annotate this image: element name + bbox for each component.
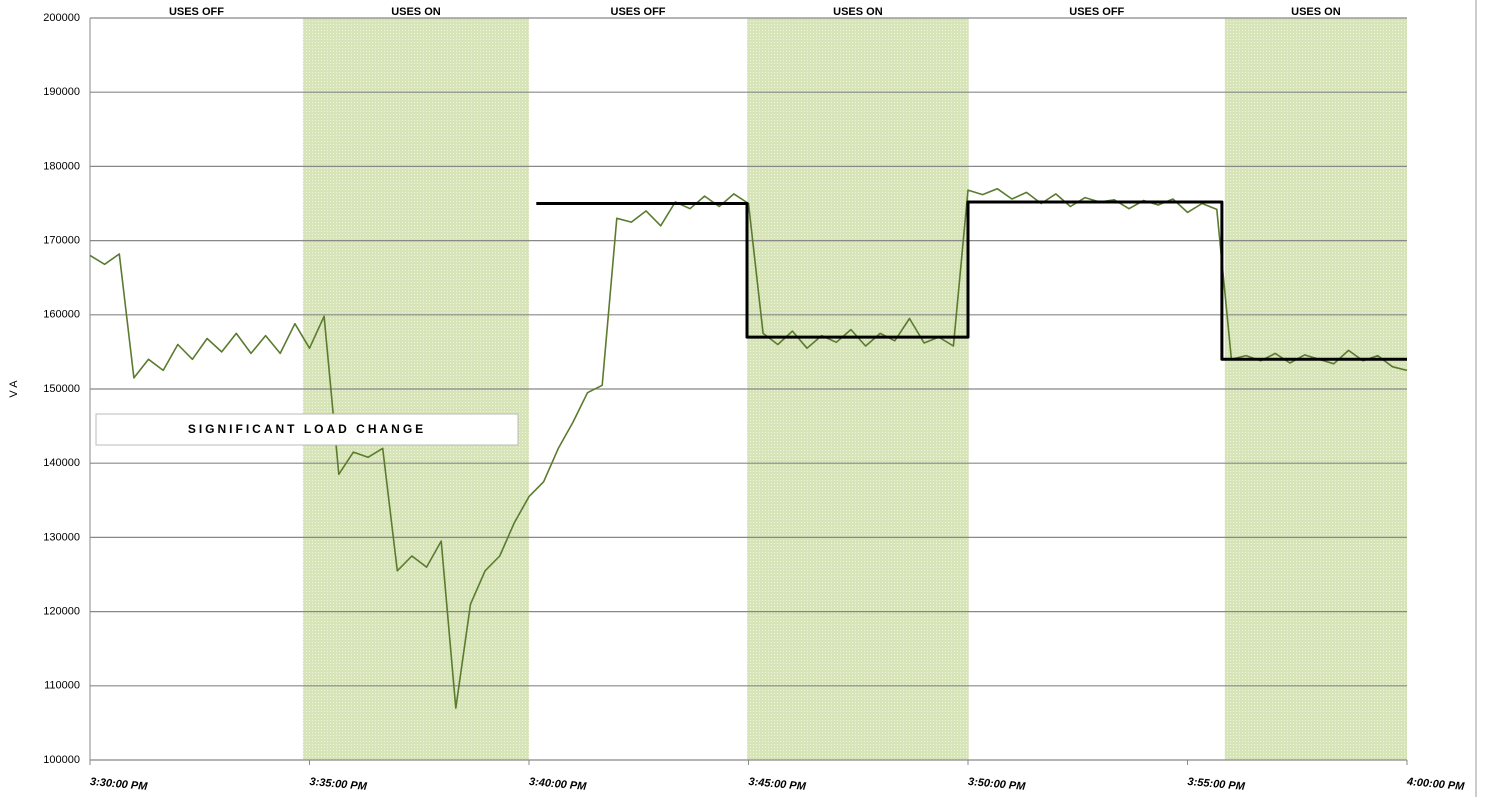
x-tick-label: 3:30:00 PM — [89, 776, 148, 793]
x-tick-label: 3:50:00 PM — [967, 776, 1026, 793]
phase-label: USES OFF — [1069, 6, 1124, 18]
y-tick-label: 120000 — [43, 606, 80, 618]
y-tick-label: 180000 — [43, 160, 80, 172]
y-tick-label: 110000 — [44, 680, 80, 692]
y-tick-label: 150000 — [43, 383, 80, 395]
x-tick-label: 3:40:00 PM — [528, 776, 587, 793]
y-tick-label: 160000 — [43, 309, 80, 321]
phase-label: USES ON — [1291, 6, 1341, 18]
phase-label: USES OFF — [611, 6, 666, 18]
y-tick-label: 140000 — [43, 457, 80, 469]
x-tick-label: 4:00:00 PM — [1405, 776, 1465, 793]
y-tick-label: 130000 — [43, 531, 80, 543]
y-tick-label: 100000 — [43, 754, 80, 766]
series-line — [536, 200, 1407, 361]
phase-label: USES ON — [391, 6, 441, 18]
y-tick-label: 200000 — [43, 12, 80, 24]
x-tick-label: 3:55:00 PM — [1187, 776, 1246, 793]
bands: USES OFF USES ON USES OFF USES ON USES OFF US… — [169, 6, 1407, 760]
lines — [89, 187, 1408, 709]
y-tick-label: 190000 — [43, 86, 80, 98]
y-axis-label: V A — [8, 380, 20, 398]
y-tick-label: 170000 — [43, 235, 80, 247]
phase-label: USES OFF — [169, 6, 224, 18]
x-tick-label: 3:35:00 PM — [309, 776, 368, 793]
annotation-box — [95, 413, 519, 446]
x-tick-label: 3:45:00 PM — [748, 776, 807, 793]
annotation: SIGNIFICANT LOAD CHANGE — [188, 422, 426, 436]
phase-label: USES ON — [833, 6, 883, 18]
